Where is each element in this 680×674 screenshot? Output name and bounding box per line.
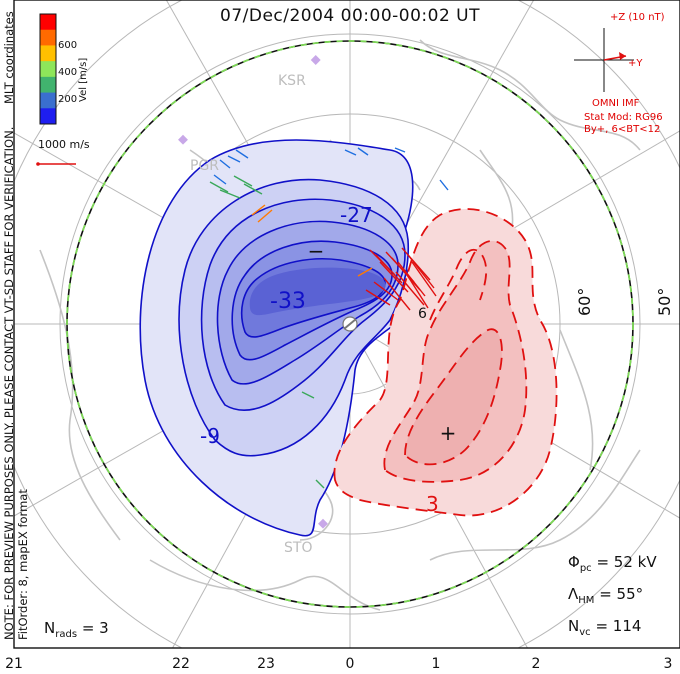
- colorbar-label: Vel [m/s]: [78, 57, 89, 102]
- imf-source: OMNI IMF: [592, 98, 640, 109]
- radar-count: Nrads = 3: [44, 619, 109, 640]
- potential-min-marker: −: [308, 239, 325, 263]
- mlt-label-22: 22: [172, 656, 190, 672]
- mlt-label-23: 23: [257, 656, 275, 672]
- positive-potential-cell: [333, 208, 558, 517]
- station-sto: STO: [284, 540, 312, 556]
- mlt-label-1: 1: [431, 656, 441, 672]
- colorbar-segment: [40, 29, 56, 46]
- mlt-label-0: 0: [345, 656, 355, 672]
- colorbar-segment: [40, 14, 56, 31]
- mlt-label-2: 2: [531, 656, 541, 672]
- colorbar-segment: [40, 45, 56, 62]
- cross-polar-potential: Φpc = 52 kV: [568, 553, 657, 574]
- mlt-label-21: 21: [5, 656, 23, 672]
- contour-label-3: 3: [426, 492, 439, 516]
- pole-marker: [342, 316, 358, 332]
- imf-condition: By+, 6<BT<12: [584, 124, 661, 135]
- coastlines: [39, 39, 641, 611]
- coordinate-system-label: MLT coordinates: [2, 11, 16, 104]
- potential-max-marker: +: [440, 421, 457, 445]
- colorbar-tick-400: 400: [58, 67, 78, 78]
- colorbar-segment: [40, 61, 56, 78]
- contour-label-neg9: -9: [200, 424, 220, 448]
- station-pgr: PGR: [190, 158, 219, 174]
- velocity-vectors: [209, 147, 449, 489]
- contour-label-neg33: -33: [270, 289, 306, 314]
- latitude-label-60: 60°: [575, 288, 594, 316]
- colorbar-tick-600: 600: [58, 40, 78, 51]
- colorbar-tick-200: 200: [58, 94, 78, 105]
- velocity-colorbar: [39, 13, 57, 125]
- colorbar-segment: [40, 108, 56, 125]
- imf-model: Stat Mod: RG96: [584, 112, 663, 123]
- colorbar-frame: [39, 13, 57, 125]
- vector-count: Nvc = 114: [568, 617, 642, 638]
- negative-potential-cell: [139, 139, 414, 537]
- fit-info: FitOrder: 8, mapEX format: [16, 489, 30, 640]
- mlt-label-3: 3: [663, 656, 673, 672]
- imf-bz-label: +Z (10 nT): [610, 12, 665, 23]
- contour-label-6: 6: [418, 306, 427, 322]
- map-title: 07/Dec/2004 00:00-00:02 UT: [220, 6, 480, 26]
- plot-frame: [13, 0, 680, 649]
- station-labels: KSR PGR STO: [190, 73, 312, 556]
- colorbar-segment: [40, 76, 56, 94]
- contour-label-neg27: -27: [340, 203, 373, 227]
- colorbar-segment: [40, 92, 56, 109]
- imf-by-label: +Y: [628, 58, 643, 69]
- preview-note: NOTE: FOR PREVIEW PURPOSES ONLY. PLEASE …: [2, 126, 16, 640]
- station-ksr: KSR: [278, 73, 306, 89]
- hm-boundary-latitude: ΛHM = 55°: [568, 585, 644, 606]
- velocity-scale-label: 1000 m/s: [38, 138, 90, 151]
- latitude-label-50: 50°: [655, 288, 674, 316]
